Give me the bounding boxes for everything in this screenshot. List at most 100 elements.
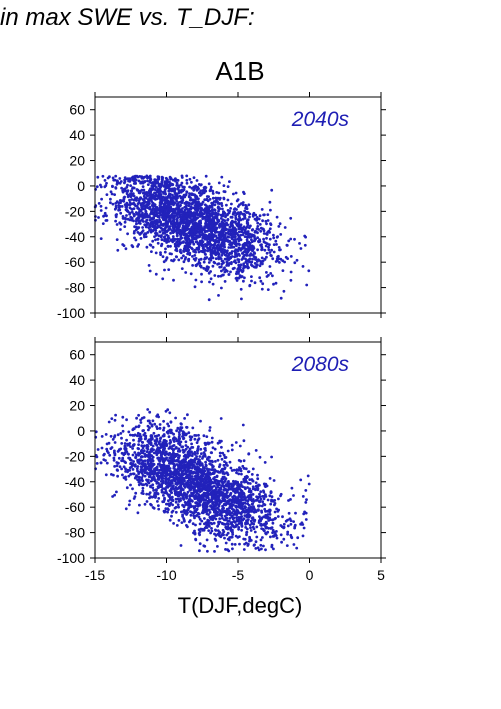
data-point [182, 431, 186, 435]
data-point [235, 231, 239, 235]
data-point [184, 232, 188, 236]
data-point [275, 536, 279, 540]
data-point [105, 442, 109, 446]
data-point [132, 434, 136, 437]
data-point [253, 262, 257, 265]
data-point [242, 548, 246, 551]
data-point [273, 499, 277, 502]
data-point [226, 464, 229, 467]
data-point [206, 267, 210, 271]
data-point [157, 471, 161, 475]
data-point [113, 434, 117, 438]
data-point [175, 237, 179, 241]
data-point [252, 255, 256, 259]
data-point [150, 447, 154, 450]
data-point [219, 243, 223, 247]
data-point [189, 513, 193, 517]
data-point [239, 515, 243, 519]
data-point [135, 222, 138, 226]
data-point [286, 518, 289, 522]
data-point [172, 202, 176, 206]
data-point [169, 446, 172, 450]
data-point [198, 231, 201, 235]
data-point [176, 187, 180, 191]
data-point [140, 215, 144, 218]
data-point [143, 199, 146, 203]
data-point [161, 255, 165, 258]
data-point [183, 244, 187, 248]
data-point [173, 506, 177, 510]
data-point [139, 190, 142, 194]
data-point [256, 487, 260, 490]
data-point [221, 496, 225, 499]
data-point [143, 235, 146, 239]
data-point [183, 485, 187, 489]
data-point [149, 484, 153, 488]
data-point [177, 505, 181, 509]
data-point [237, 472, 241, 476]
data-point [203, 256, 207, 260]
data-point [159, 251, 162, 255]
data-point [149, 212, 153, 216]
data-point [264, 493, 267, 497]
data-point [211, 243, 215, 247]
data-point [114, 413, 117, 417]
data-point [259, 229, 263, 233]
data-point [185, 425, 188, 429]
data-point [179, 490, 183, 494]
data-point [178, 462, 182, 466]
data-point [210, 527, 213, 530]
data-point [137, 221, 141, 225]
data-point [257, 240, 261, 244]
data-point [195, 457, 198, 461]
data-point [256, 248, 259, 252]
data-point [268, 251, 272, 254]
data-point [222, 197, 226, 201]
data-point [238, 542, 241, 546]
data-point [152, 489, 156, 492]
data-point [188, 230, 192, 234]
data-point [268, 231, 271, 234]
data-point [138, 208, 142, 212]
data-point [244, 467, 248, 471]
data-point [104, 219, 108, 222]
data-point [177, 228, 181, 232]
data-point [168, 192, 172, 196]
data-point [182, 254, 185, 258]
data-point [259, 538, 263, 542]
data-point [235, 270, 239, 274]
data-point [192, 514, 196, 518]
data-point [126, 190, 129, 193]
data-point [268, 265, 272, 268]
data-point [241, 252, 244, 255]
data-point [203, 544, 207, 548]
data-point [217, 489, 221, 492]
data-point [221, 229, 224, 233]
data-point [121, 456, 125, 460]
data-point [205, 505, 209, 508]
data-point [217, 212, 220, 216]
data-point [213, 514, 217, 518]
data-point [250, 502, 254, 506]
data-point [169, 177, 173, 181]
data-point [130, 244, 134, 247]
data-point [162, 426, 166, 430]
data-point [197, 202, 200, 206]
data-point [110, 417, 114, 420]
data-point [211, 201, 215, 205]
data-point [148, 269, 152, 273]
data-point [194, 523, 197, 527]
data-point [292, 494, 295, 497]
data-point [262, 490, 266, 494]
data-point [260, 246, 264, 250]
data-point [103, 179, 107, 182]
data-point [200, 227, 204, 231]
data-point [208, 462, 212, 466]
data-point [238, 535, 241, 538]
data-point [206, 496, 210, 500]
data-point [119, 180, 123, 183]
data-point [247, 513, 251, 517]
data-point [218, 531, 222, 534]
data-point [130, 192, 133, 196]
data-point [207, 529, 211, 532]
